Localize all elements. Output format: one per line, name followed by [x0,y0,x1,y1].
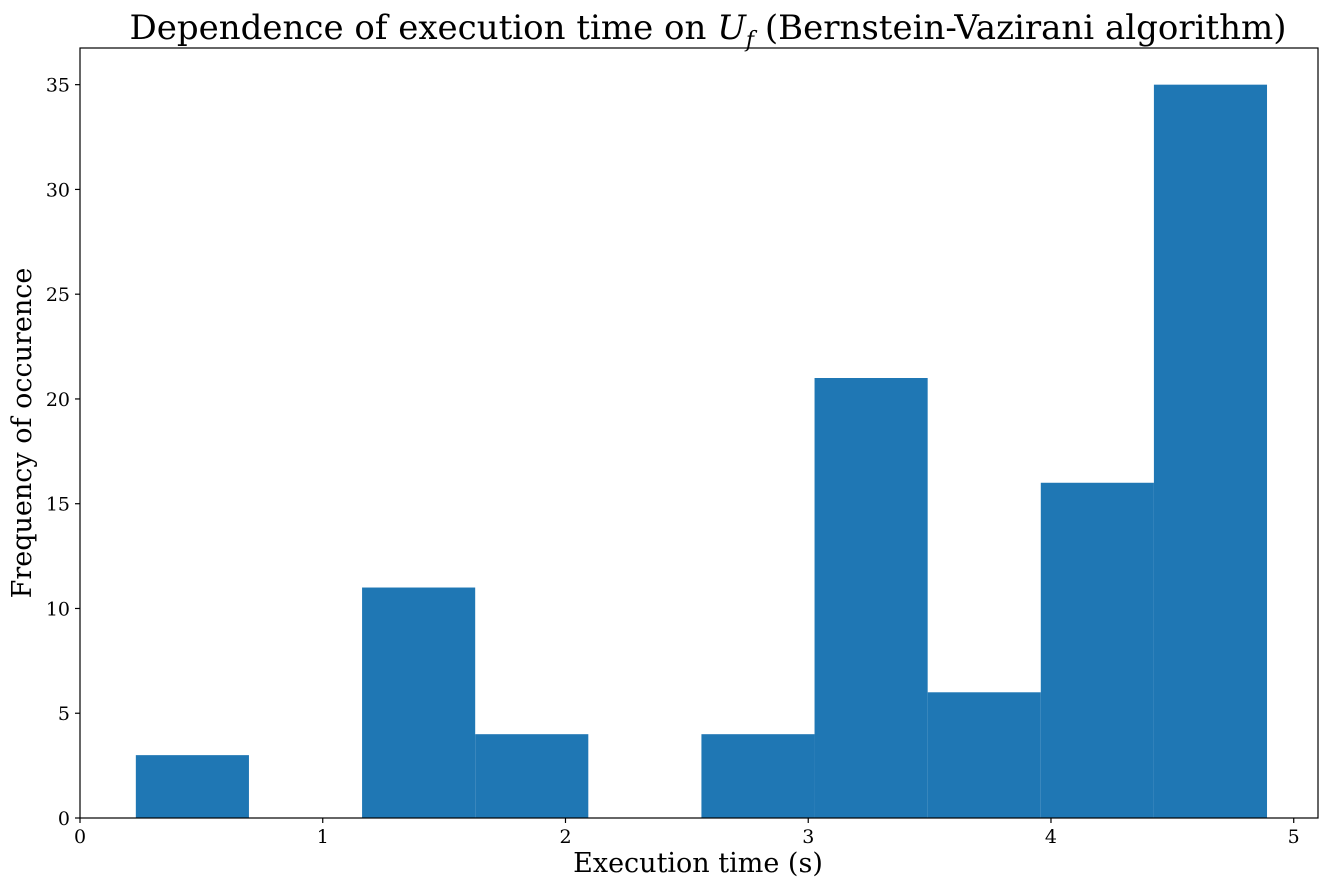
y-tick-label-3: 15 [46,494,70,516]
x-tick-label-5: 5 [1288,826,1300,848]
histogram-bar-6 [814,378,928,818]
y-axis-label: Frequency of occurence [7,268,38,599]
x-tick-label-1: 1 [317,826,329,848]
histogram-bar-9 [1153,84,1268,818]
histogram-bar-3 [475,734,589,818]
title-symbol: U [717,8,747,48]
histogram-bar-2 [362,587,476,818]
x-tick-label-3: 3 [802,826,814,848]
histogram-bars [135,84,1268,818]
y-tick-label-5: 25 [46,284,70,306]
y-tick-label-4: 20 [46,389,70,411]
x-tick-label-2: 2 [559,826,571,848]
y-tick-label-2: 10 [46,598,70,620]
plot-frame [79,47,1319,819]
y-tick-label-7: 35 [46,75,70,97]
histogram-bar-0 [135,755,249,818]
x-tick-label-4: 4 [1045,826,1057,848]
histogram-bar-7 [927,692,1041,818]
title-prefix: Dependence of execution time on [129,8,717,48]
y-tick-label-1: 5 [58,703,70,725]
y-tick-label-0: 0 [58,808,70,830]
axis-ticks: 0 1 2 3 4 5 0 5 10 15 20 25 30 35 [46,75,1300,848]
x-tick-label-0: 0 [74,826,86,848]
y-tick-label-6: 30 [46,179,70,201]
chart-title: Dependence of execution time on Uf (Bern… [129,8,1286,53]
x-axis-label: Execution time (s) [573,848,823,879]
histogram-bar-8 [1040,482,1154,818]
histogram-bar-5 [701,734,815,818]
title-suffix: (Bernstein-Vazirani algorithm) [754,8,1287,48]
